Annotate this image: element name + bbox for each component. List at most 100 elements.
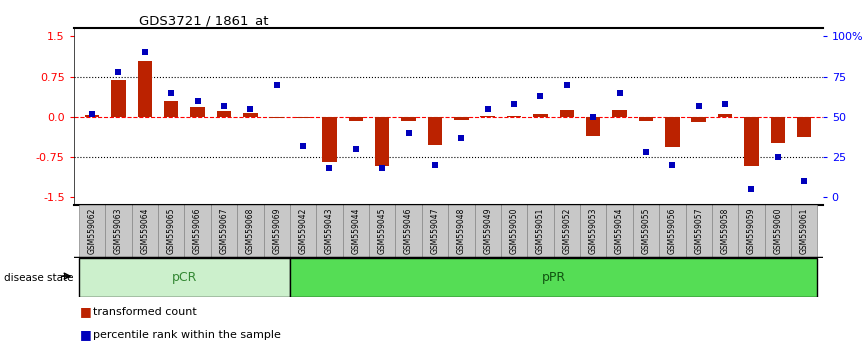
Point [375,165,389,171]
Text: GSM559065: GSM559065 [166,208,176,254]
Bar [481,116,495,117]
Point [586,114,600,120]
Bar [111,80,126,117]
Bar [290,258,818,297]
Text: GSM559057: GSM559057 [695,208,703,254]
Bar [269,117,284,119]
Bar [401,117,416,121]
Bar [691,117,706,122]
Point [85,111,99,116]
Point [771,154,785,160]
Bar [475,204,501,258]
Bar [158,204,184,258]
Text: GSM559055: GSM559055 [642,208,650,254]
Bar [422,204,448,258]
Text: disease state: disease state [4,273,74,283]
Bar [316,204,343,258]
Bar [216,112,231,117]
Text: GSM559043: GSM559043 [325,208,334,254]
Text: GSM559069: GSM559069 [272,208,281,254]
Bar [132,204,158,258]
Bar [744,117,759,166]
Bar [771,117,785,143]
Bar [237,204,263,258]
Point [692,103,706,108]
Bar [375,117,390,166]
Bar [191,107,205,117]
Text: GSM559068: GSM559068 [246,208,255,254]
Bar [79,204,106,258]
Point [322,165,336,171]
Text: GDS3721 / 1861_at: GDS3721 / 1861_at [139,14,268,27]
Text: percentile rank within the sample: percentile rank within the sample [93,330,281,339]
Bar [106,204,132,258]
Bar [322,117,337,162]
Bar [553,204,580,258]
Text: GSM559054: GSM559054 [615,208,624,254]
Bar [138,61,152,117]
Bar [428,117,443,145]
Point [165,90,178,96]
Bar [559,110,574,117]
Text: GSM559048: GSM559048 [457,208,466,254]
Bar [210,204,237,258]
Text: GSM559045: GSM559045 [378,208,387,254]
Point [243,106,257,112]
Text: GSM559064: GSM559064 [140,208,149,254]
Point [138,50,152,55]
Text: GSM559044: GSM559044 [352,208,360,254]
Text: GSM559051: GSM559051 [536,208,545,254]
Bar [712,204,739,258]
Bar [659,204,686,258]
Point [745,187,759,192]
Point [428,162,442,168]
Bar [369,204,396,258]
Point [191,98,204,104]
Bar [501,204,527,258]
Bar [797,117,811,137]
Point [560,82,574,87]
Bar [580,204,606,258]
Text: GSM559053: GSM559053 [589,208,598,254]
Text: pCR: pCR [171,272,197,284]
Text: GSM559050: GSM559050 [509,208,519,254]
Bar [791,204,818,258]
Text: ■: ■ [80,328,92,341]
Bar [533,114,547,117]
Text: GSM559058: GSM559058 [721,208,730,254]
Point [718,101,732,107]
Bar [343,204,369,258]
Bar [765,204,791,258]
Point [639,149,653,155]
Text: GSM559052: GSM559052 [562,208,572,254]
Point [112,69,126,75]
Text: GSM559042: GSM559042 [299,208,307,254]
Bar [184,204,210,258]
Bar [507,116,521,117]
Bar [586,117,600,136]
Text: GSM559059: GSM559059 [747,208,756,254]
Text: GSM559062: GSM559062 [87,208,97,254]
Point [533,93,547,99]
Text: transformed count: transformed count [93,307,197,316]
Bar [665,117,680,147]
Point [349,146,363,152]
Point [665,162,679,168]
Bar [739,204,765,258]
Text: GSM559063: GSM559063 [114,208,123,254]
Text: GSM559056: GSM559056 [668,208,677,254]
Bar [633,204,659,258]
Point [481,106,494,112]
Text: GSM559060: GSM559060 [773,208,782,254]
Point [798,178,811,184]
Bar [296,117,310,119]
Bar [454,117,469,120]
Bar [612,110,627,117]
Text: ■: ■ [80,305,92,318]
Bar [396,204,422,258]
Bar [448,204,475,258]
Text: GSM559066: GSM559066 [193,208,202,254]
Bar [85,115,100,117]
Bar [290,204,316,258]
Bar [686,204,712,258]
